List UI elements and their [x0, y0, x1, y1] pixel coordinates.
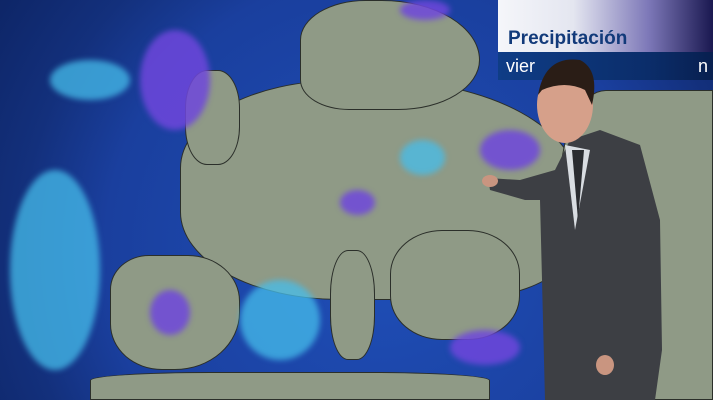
date-banner: vier n	[498, 52, 713, 80]
precip-atlantic	[140, 30, 210, 130]
presenter	[482, 59, 662, 400]
presenter-hand-lower	[596, 355, 614, 375]
precip-greece	[450, 330, 520, 365]
date-text-end: n	[698, 56, 709, 76]
precip-baltic	[400, 0, 450, 20]
date-text: vier	[506, 56, 536, 76]
land-balkans	[390, 230, 520, 340]
precip-atlantic-west	[10, 170, 100, 370]
precip-mediterranean	[240, 280, 320, 360]
precip-alps	[340, 190, 375, 215]
title-banner: Precipitación	[498, 0, 713, 52]
title-text: Precipitación	[508, 28, 628, 49]
land-africa	[90, 372, 490, 400]
presenter-tie	[572, 150, 584, 220]
land-italy	[330, 250, 375, 360]
precip-north-sea	[50, 60, 130, 100]
presenter-hair	[538, 59, 595, 105]
precip-central	[400, 140, 445, 175]
presenter-suit	[488, 130, 662, 400]
presenter-hand	[482, 175, 498, 187]
precip-spain	[150, 290, 190, 335]
precip-ukraine	[480, 130, 540, 170]
land-scandinavia	[300, 0, 480, 110]
